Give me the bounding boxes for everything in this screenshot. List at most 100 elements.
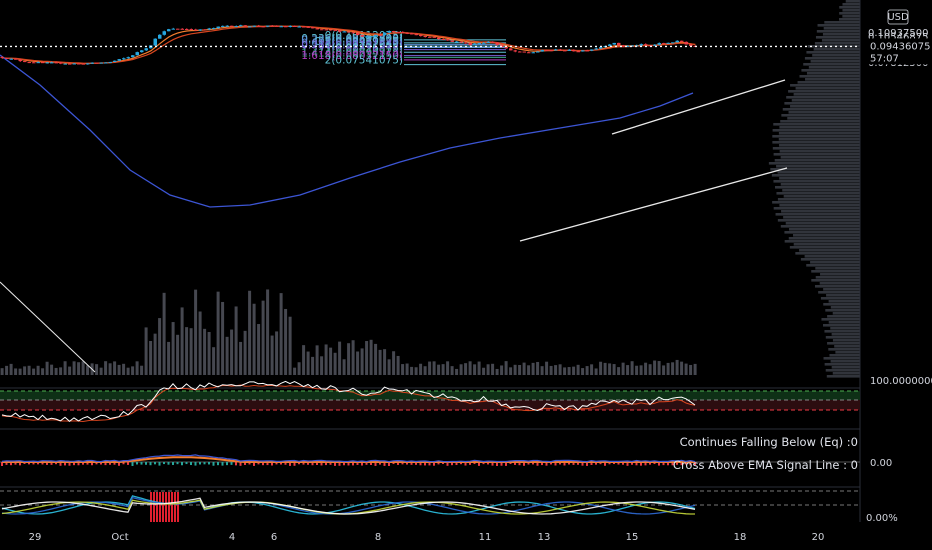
volume-bar: [563, 367, 567, 375]
volume-bar: [662, 365, 666, 375]
candle-body: [99, 62, 103, 64]
macd-histogram-bar: [302, 462, 305, 465]
macd-histogram-bar: [334, 462, 336, 466]
candle-body: [666, 42, 670, 44]
channel-lower-line: [519, 167, 788, 242]
candle-body: [392, 31, 396, 33]
volume-profile-bar: [811, 279, 860, 282]
macd-histogram-bar: [595, 462, 597, 465]
candle-body: [464, 42, 468, 44]
candle-body: [599, 47, 603, 49]
volume-bar: [257, 324, 261, 375]
volume-profile-bar: [779, 144, 860, 147]
volume-bar: [365, 341, 369, 375]
candle-body: [594, 48, 598, 50]
candle-body: [432, 36, 436, 38]
macd-histogram-bar: [163, 462, 165, 465]
macd-histogram-bar: [667, 462, 669, 466]
time-tick-label: 11: [479, 532, 492, 543]
volume-profile-bar: [816, 30, 860, 33]
volume-profile-bar: [824, 21, 860, 24]
macd-histogram-bar: [622, 462, 624, 465]
volume-bar: [153, 333, 157, 375]
candle-body: [504, 47, 508, 49]
volume-bar: [414, 367, 418, 375]
volume-profile-bar: [815, 267, 860, 270]
volume-bar: [198, 311, 202, 375]
macd-histogram-bar: [203, 462, 206, 465]
candle-body: [396, 31, 400, 33]
macd-histogram-bar: [122, 462, 125, 465]
volume-profile-bar: [825, 309, 860, 312]
candle-body: [135, 52, 139, 56]
macd-histogram-bar: [487, 462, 489, 465]
volume-bar: [297, 362, 301, 375]
volume-profile-bar: [791, 99, 860, 102]
volume-bar: [221, 301, 225, 375]
volume-profile-bar: [831, 333, 860, 336]
volume-bar: [477, 361, 481, 375]
volume-bar: [567, 367, 571, 375]
candle-body: [117, 59, 121, 61]
volume-bar: [531, 362, 535, 375]
candle-body: [612, 42, 616, 45]
volume-profile-bar: [768, 162, 860, 165]
volume-profile-bar: [842, 3, 860, 6]
volume-bar: [27, 365, 31, 375]
macd-histogram-bar: [469, 462, 471, 465]
candle-body: [315, 28, 319, 30]
volume-profile-bar: [819, 282, 860, 285]
candle-body: [617, 42, 621, 46]
macd-histogram-bar: [437, 462, 440, 465]
volume-bar: [212, 347, 216, 375]
macd-histogram-bar: [176, 462, 179, 465]
fib-level-label: 1.414(0.08294375): [301, 47, 403, 59]
macd-histogram-bar: [509, 462, 512, 465]
volume-bar: [603, 362, 607, 375]
candle-body: [23, 61, 27, 63]
volume-profile-bar: [785, 222, 860, 225]
macd-histogram-bar: [109, 462, 111, 465]
oscillator-top-label: 100.00000000: [870, 376, 932, 387]
candle-body: [293, 25, 297, 27]
volume-profile-bar: [772, 147, 860, 150]
wave-spike-bar: [150, 492, 152, 522]
candle-body: [576, 51, 580, 53]
volume-profile-bar: [780, 225, 860, 228]
macd-histogram-bar: [361, 462, 363, 466]
candle-body: [257, 25, 261, 27]
macd-histogram-bar: [383, 462, 386, 466]
candle-body: [302, 26, 306, 28]
volume-profile-bar: [814, 42, 860, 45]
volume-profile-bar: [829, 354, 860, 357]
volume-profile-bar: [793, 234, 860, 237]
volume-bar: [468, 361, 472, 375]
macd-histogram-bar: [536, 462, 539, 466]
macd-histogram-bar: [199, 462, 201, 465]
candle-body: [198, 29, 202, 31]
volume-bar: [275, 331, 279, 375]
volume-bar: [342, 359, 346, 375]
candle-body: [171, 28, 175, 30]
volume-profile-bar: [783, 195, 860, 198]
macd-histogram-bar: [478, 462, 480, 466]
macd-histogram-bar: [266, 462, 269, 466]
macd-histogram-bar: [113, 462, 116, 465]
candle-body: [158, 34, 162, 39]
macd-histogram-bar: [401, 462, 404, 465]
macd-histogram-bar: [671, 462, 674, 466]
volume-bar: [59, 367, 63, 375]
volume-profile-bar: [781, 114, 860, 117]
volume-profile-bar: [808, 66, 860, 69]
volume-profile-bar: [787, 117, 860, 120]
macd-histogram-bar: [626, 462, 629, 466]
indicator-panels: Continues Falling Below (Eq) :0 Cross Abo…: [0, 380, 860, 522]
macd-histogram-bar: [154, 462, 156, 465]
volume-profile-bar: [779, 177, 860, 180]
candle-body: [477, 43, 481, 45]
volume-bar: [311, 356, 315, 375]
volume-bar: [657, 361, 661, 375]
volume-bar: [441, 364, 445, 375]
volume-bar: [333, 352, 337, 375]
